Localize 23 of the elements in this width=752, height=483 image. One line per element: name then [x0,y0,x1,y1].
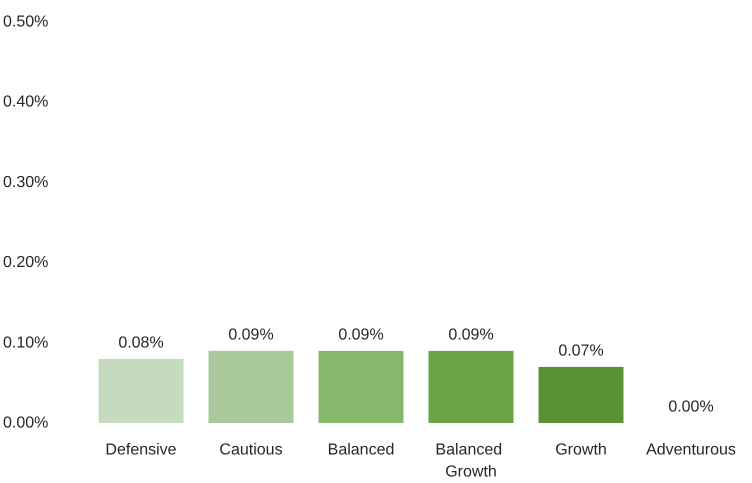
x-tick-label: Defensive [105,442,177,458]
y-tick-label: 0.20% [3,254,48,272]
bar [98,358,184,423]
data-label: 0.08% [118,334,164,352]
data-label: 0.00% [668,398,714,416]
bar [538,366,624,423]
y-tick-label: 0.10% [3,334,48,352]
y-tick-label: 0.00% [3,414,48,432]
x-tick-label: Growth [555,442,607,458]
data-label: 0.07% [558,342,604,360]
bar [208,350,294,423]
data-label: 0.09% [228,326,274,344]
x-tick-label: Cautious [219,442,283,458]
y-tick-label: 0.30% [3,174,48,191]
data-label: 0.09% [338,326,384,344]
x-tick-label: Balanced [328,442,394,458]
y-tick-label: 0.50% [3,14,48,30]
bar [428,350,514,423]
data-label: 0.09% [448,326,494,344]
y-tick-label: 0.40% [3,94,48,111]
x-tick-label: Balanced Growth [435,442,507,480]
bar [318,350,404,423]
x-tick-label: Adventurous [646,442,736,458]
